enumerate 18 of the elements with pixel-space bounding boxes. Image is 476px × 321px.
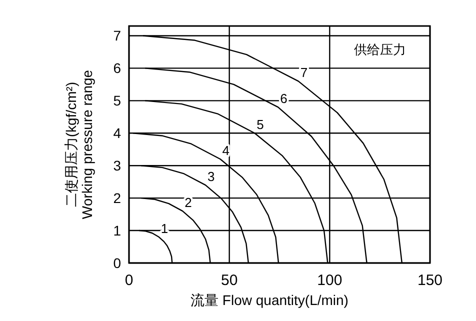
y-axis-title: 二使用压力(kgf/cm²) Working pressure range — [63, 70, 95, 220]
y-tick-label: 6 — [113, 60, 122, 76]
y-tick-label: 3 — [113, 158, 122, 174]
series-label: 3 — [207, 169, 215, 184]
annotation: 供给压力 — [354, 42, 406, 57]
y-tick-label: 0 — [113, 255, 122, 271]
y-tick-label: 7 — [113, 28, 122, 44]
y-tick-label: 5 — [113, 92, 122, 109]
series-label: 5 — [256, 117, 264, 132]
x-tick-label: 0 — [124, 272, 134, 289]
x-tick-label: 100 — [317, 272, 342, 289]
y-tick-label: 1 — [113, 222, 122, 239]
x-tick-label: 50 — [220, 272, 238, 289]
x-tick-label: 150 — [417, 272, 443, 289]
y-tick-label: 4 — [113, 125, 122, 142]
y-tick-label: 2 — [113, 190, 122, 206]
series-label: 2 — [184, 195, 192, 210]
x-axis-title: 流量 Flow quantity(L/min) — [190, 292, 348, 308]
